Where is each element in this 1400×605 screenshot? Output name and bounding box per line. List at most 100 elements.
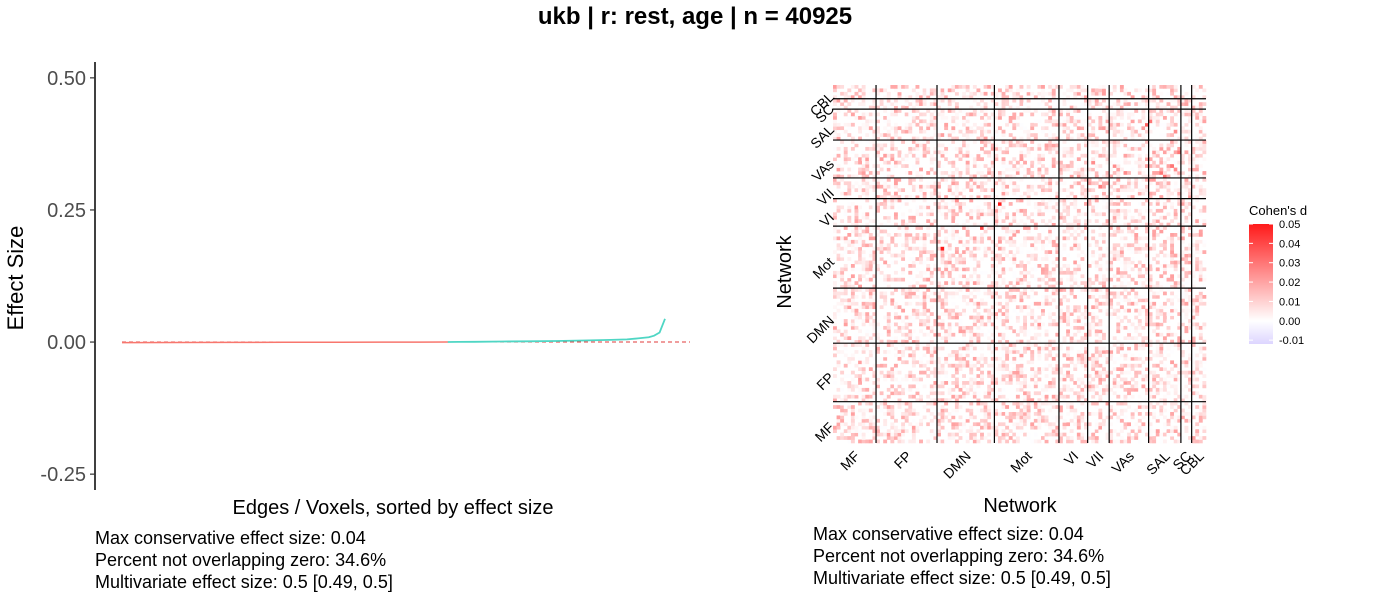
heatmap-cell bbox=[858, 240, 862, 244]
heatmap-cell bbox=[955, 384, 959, 388]
heatmap-cell bbox=[955, 312, 959, 316]
heatmap-cell bbox=[905, 360, 909, 364]
heatmap-cell bbox=[1159, 360, 1163, 364]
heatmap-cell bbox=[1156, 350, 1160, 354]
heatmap-cell bbox=[930, 192, 934, 196]
heatmap-cell bbox=[976, 367, 980, 371]
heatmap-cell bbox=[1127, 336, 1131, 340]
heatmap-cell bbox=[930, 422, 934, 426]
heatmap-cell bbox=[1098, 333, 1102, 337]
heatmap-cell bbox=[1052, 292, 1056, 296]
heatmap-cell bbox=[1012, 426, 1016, 430]
heatmap-cell bbox=[959, 267, 963, 271]
heatmap-cell bbox=[1073, 391, 1077, 395]
heatmap-cell bbox=[966, 415, 970, 419]
heatmap-cell bbox=[1002, 364, 1006, 368]
heatmap-cell bbox=[987, 205, 991, 209]
heatmap-cell bbox=[912, 412, 916, 416]
heatmap-cell bbox=[847, 157, 851, 161]
heatmap-cell bbox=[1027, 133, 1031, 137]
heatmap-cell bbox=[840, 247, 844, 251]
heatmap-cell bbox=[1195, 250, 1199, 254]
heatmap-cell bbox=[1016, 360, 1020, 364]
heatmap-cell bbox=[901, 216, 905, 220]
heatmap-cell bbox=[1113, 378, 1117, 382]
heatmap-cell bbox=[941, 250, 945, 254]
heatmap-cell bbox=[1020, 164, 1024, 168]
heatmap-cell bbox=[840, 281, 844, 285]
heatmap-cell bbox=[1163, 415, 1167, 419]
heatmap-cell bbox=[1027, 281, 1031, 285]
heatmap-cell bbox=[840, 292, 844, 296]
heatmap-cell bbox=[944, 440, 948, 444]
heatmap-cell bbox=[855, 333, 859, 337]
heatmap-cell bbox=[998, 254, 1002, 258]
heatmap-cell bbox=[1091, 388, 1095, 392]
heatmap-cell bbox=[1009, 292, 1013, 296]
heatmap-cell bbox=[858, 391, 862, 395]
heatmap-cell bbox=[905, 295, 909, 299]
heatmap-cell bbox=[869, 409, 873, 413]
heatmap-cell bbox=[862, 150, 866, 154]
heatmap-cell bbox=[1124, 440, 1128, 444]
heatmap-cell bbox=[980, 316, 984, 320]
heatmap-cell bbox=[880, 250, 884, 254]
heatmap-cell bbox=[1048, 316, 1052, 320]
heatmap-cell bbox=[1095, 185, 1099, 189]
heatmap-cell bbox=[1159, 185, 1163, 189]
heatmap-cell bbox=[1138, 264, 1142, 268]
heatmap-cell bbox=[959, 405, 963, 409]
heatmap-cell bbox=[1030, 295, 1034, 299]
heatmap-cell bbox=[887, 154, 891, 158]
heatmap-cell bbox=[1041, 271, 1045, 275]
heatmap-cell bbox=[923, 312, 927, 316]
heatmap-cell bbox=[1159, 147, 1163, 151]
heatmap-cell bbox=[865, 329, 869, 333]
heatmap-cell bbox=[969, 433, 973, 437]
heatmap-cell bbox=[959, 171, 963, 175]
heatmap-cell bbox=[837, 209, 841, 213]
heatmap-cell bbox=[966, 181, 970, 185]
heatmap-cell bbox=[1034, 236, 1038, 240]
heatmap-cell bbox=[1070, 161, 1074, 165]
heatmap-cell bbox=[944, 123, 948, 127]
heatmap-cell bbox=[926, 374, 930, 378]
heatmap-cell bbox=[851, 323, 855, 327]
heatmap-cell bbox=[847, 181, 851, 185]
heatmap-cell bbox=[1131, 354, 1135, 358]
heatmap-cell bbox=[962, 261, 966, 265]
heatmap-cell bbox=[1066, 312, 1070, 316]
heatmap-cell bbox=[1159, 133, 1163, 137]
heatmap-cell bbox=[1127, 171, 1131, 175]
heatmap-cell bbox=[1066, 384, 1070, 388]
heatmap-cell bbox=[1037, 161, 1041, 165]
heatmap-cell bbox=[840, 436, 844, 440]
heatmap-cell bbox=[1134, 154, 1138, 158]
heatmap-cell bbox=[1073, 181, 1077, 185]
heatmap-cell bbox=[883, 261, 887, 265]
heatmap-cell bbox=[926, 250, 930, 254]
heatmap-cell bbox=[984, 250, 988, 254]
heatmap-cell bbox=[1027, 347, 1031, 351]
heatmap-cell bbox=[1141, 144, 1145, 148]
heatmap-cell bbox=[1041, 202, 1045, 206]
heatmap-cell bbox=[1134, 209, 1138, 213]
heatmap-cell bbox=[1034, 374, 1038, 378]
heatmap-cell bbox=[1138, 126, 1142, 130]
heatmap-cell bbox=[858, 233, 862, 237]
heatmap-cell bbox=[951, 316, 955, 320]
heatmap-cell bbox=[1002, 281, 1006, 285]
heatmap-cell bbox=[984, 247, 988, 251]
heatmap-cell bbox=[987, 212, 991, 216]
heatmap-cell bbox=[1027, 257, 1031, 261]
heatmap-cell bbox=[1159, 367, 1163, 371]
heatmap-cell bbox=[1113, 412, 1117, 416]
heatmap-cell bbox=[919, 395, 923, 399]
heatmap-cell bbox=[1202, 360, 1206, 364]
heatmap-cell bbox=[1163, 205, 1167, 209]
heatmap-cell bbox=[901, 157, 905, 161]
heatmap-cell bbox=[973, 336, 977, 340]
heatmap-cell bbox=[1199, 298, 1203, 302]
heatmap-cell bbox=[1027, 250, 1031, 254]
heatmap-cell bbox=[1002, 230, 1006, 234]
